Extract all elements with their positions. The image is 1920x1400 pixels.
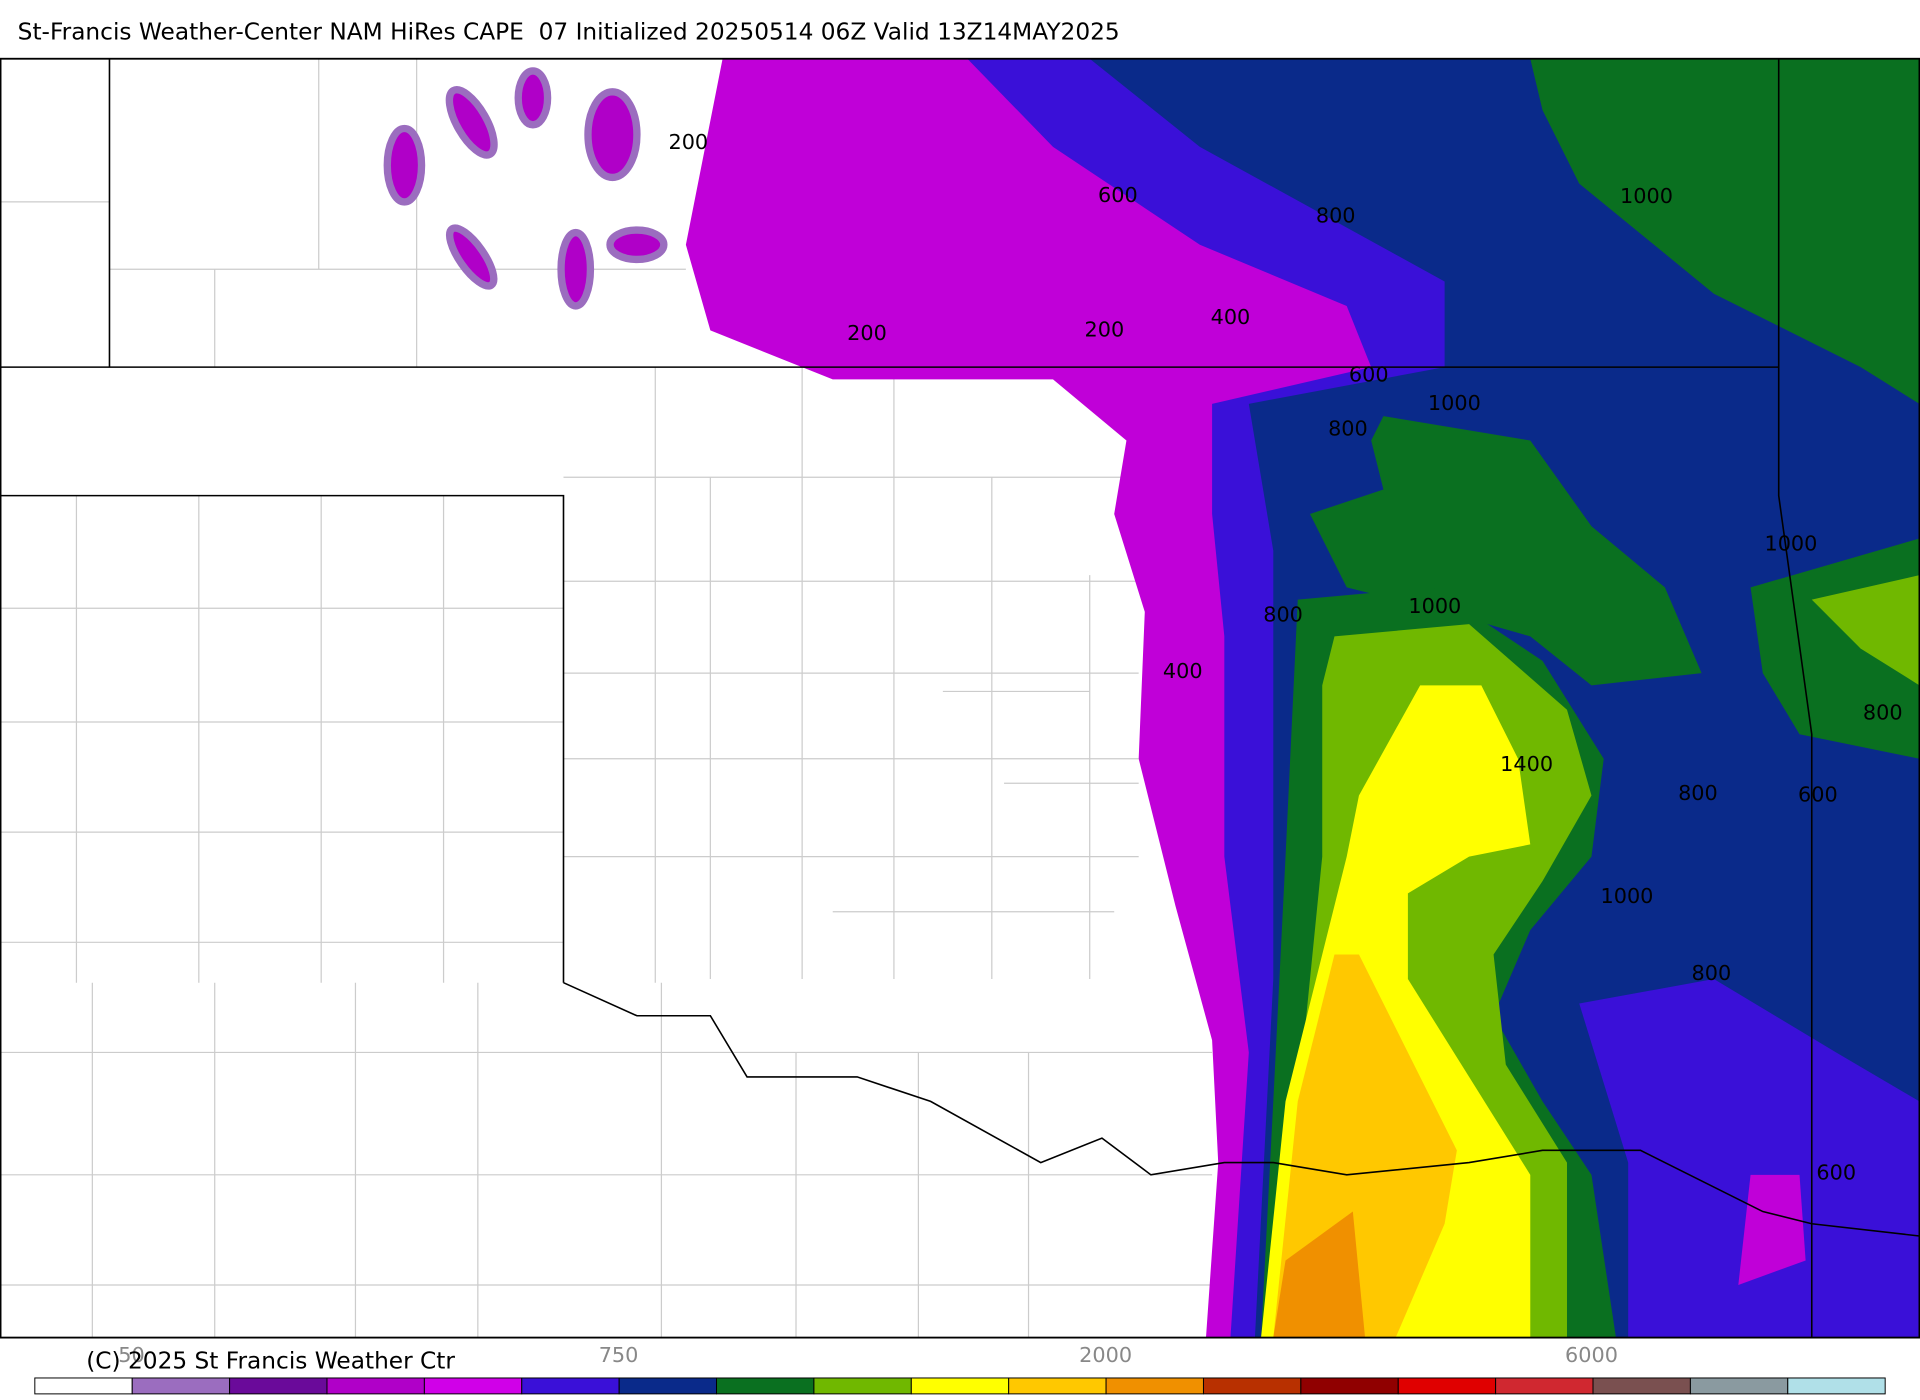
colorbar-swatch (423, 1377, 523, 1395)
contour-label: 1000 (1428, 391, 1481, 415)
nw-blobs (383, 67, 668, 310)
contour-label: 600 (1349, 363, 1389, 387)
contour-label: 1000 (1620, 184, 1673, 208)
contour-label: 600 (1816, 1161, 1856, 1185)
contour-label: 800 (1263, 603, 1303, 627)
contour-label: 200 (847, 321, 887, 345)
contour-label: 800 (1863, 700, 1903, 724)
region-orange (1273, 1211, 1366, 1338)
contour-label: 1000 (1408, 594, 1461, 618)
colorbar-label: 750 (599, 1343, 639, 1367)
colorbar-swatch (813, 1377, 912, 1395)
colorbar-swatch (716, 1377, 815, 1395)
copyright: (C) 2025 St Francis Weather Ctr (86, 1348, 455, 1375)
county-lines (0, 58, 1213, 1338)
contour-label: 400 (1211, 305, 1251, 329)
contour-label: 800 (1328, 417, 1368, 441)
colorbar-swatch (910, 1377, 1010, 1395)
colorbar-label: 50 (118, 1343, 144, 1367)
contour-label: 200 (1085, 317, 1125, 341)
colorbar-swatch (131, 1377, 231, 1395)
contour-label: 800 (1678, 781, 1718, 805)
contour-label: 800 (1316, 204, 1356, 228)
colorbar-swatch (326, 1377, 425, 1395)
colorbar-swatch (1592, 1377, 1691, 1395)
contour-label: 600 (1798, 782, 1838, 806)
map-frame (0, 57, 1920, 1339)
contour-label: 800 (1692, 961, 1732, 985)
colorbar-swatch (1397, 1377, 1497, 1395)
region-green (1310, 416, 1702, 686)
state-borders (0, 58, 1920, 1338)
contour-label: 600 (1098, 183, 1138, 207)
colorbar-swatch (521, 1377, 620, 1395)
contour-label: 400 (1163, 659, 1203, 683)
contour-labels: 200 600 800 1000 200 200 400 600 1000 800 1000 800 1… (668, 130, 1902, 1184)
region-magenta (1738, 1174, 1806, 1285)
contour-label: 1400 (1500, 752, 1553, 776)
colorbar-swatch (34, 1377, 133, 1395)
region-blue (1579, 979, 1920, 1338)
colorbar: 50 750 2000 6000 (34, 1343, 1886, 1395)
region-green (1530, 58, 1920, 404)
colorbar-swatch (1300, 1377, 1399, 1395)
colorbar-label: 6000 (1565, 1343, 1618, 1367)
contour-label: 1000 (1764, 532, 1817, 556)
colorbar-swatch (229, 1377, 328, 1395)
region-lightgreen (1811, 575, 1920, 686)
colorbar-swatch (1787, 1377, 1886, 1395)
colorbar-swatch (1202, 1377, 1302, 1395)
colorbar-swatch (1689, 1377, 1789, 1395)
contour-label: 1000 (1600, 884, 1653, 908)
colorbar-label: 2000 (1079, 1343, 1132, 1367)
colorbar-swatch (1105, 1377, 1204, 1395)
colorbar-swatch (1495, 1377, 1594, 1395)
title: St-Francis Weather-Center NAM HiRes CAPE… (18, 19, 1120, 46)
colorbar-swatch (618, 1377, 718, 1395)
colorbar-swatch (1008, 1377, 1107, 1395)
map-field (0, 57, 1920, 1339)
contour-label: 200 (668, 130, 708, 154)
